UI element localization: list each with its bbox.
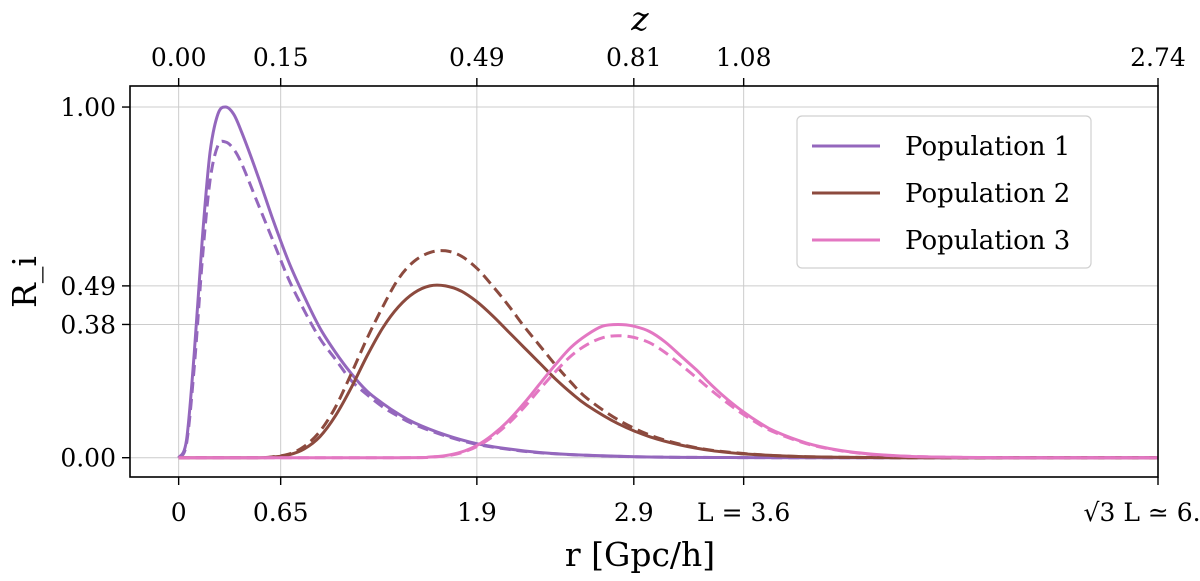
- x-axis-title: r [Gpc/h]: [565, 535, 715, 574]
- top-x-tick-label: 2.74: [1130, 43, 1186, 72]
- x-tick-label: 0.65: [253, 498, 309, 527]
- series-3-solid-line: [178, 323, 1158, 460]
- series-2-dashed-line: [178, 249, 1158, 460]
- y-tick-label: 1.00: [60, 93, 116, 122]
- top-x-tick-label: 0.49: [449, 43, 505, 72]
- top-x-tick-label: 0.81: [606, 43, 662, 72]
- y-axis-title: R_i: [5, 256, 45, 308]
- legend-label: Population 1: [905, 132, 1070, 162]
- x-tick-label: 0: [171, 498, 187, 527]
- axis-ticks: 0 0.65 1.9 2.9 L = 3.6 √3 L ≃ 6.24 0.00 0.15 0.4…: [60, 43, 1200, 527]
- legend: Population 1 Population 2 Population 3: [796, 115, 1092, 269]
- series-1-solid-line: [177, 105, 1158, 460]
- legend-box: [796, 115, 1092, 269]
- legend-label: Population 3: [905, 226, 1070, 256]
- series-3-dashed-line: [178, 334, 1158, 460]
- top-x-tick-label: 0.00: [151, 43, 207, 72]
- x-tick-label: L = 3.6: [697, 498, 790, 527]
- y-tick-label: 0.00: [60, 444, 116, 473]
- y-tick-label: 0.49: [60, 272, 116, 301]
- y-tick-label: 0.38: [60, 310, 116, 339]
- legend-label: Population 2: [905, 179, 1070, 209]
- x-tick-label: 2.9: [614, 498, 654, 527]
- series-2-solid-line: [178, 283, 1158, 460]
- plot-frame: [129, 85, 1159, 478]
- top-x-axis-title: z: [630, 0, 649, 38]
- top-x-tick-label: 0.15: [253, 43, 309, 72]
- x-tick-label: √3 L ≃ 6.24: [1084, 498, 1200, 527]
- series-lines: [177, 105, 1158, 460]
- x-tick-label: 1.9: [457, 498, 497, 527]
- top-x-tick-label: 1.08: [716, 43, 772, 72]
